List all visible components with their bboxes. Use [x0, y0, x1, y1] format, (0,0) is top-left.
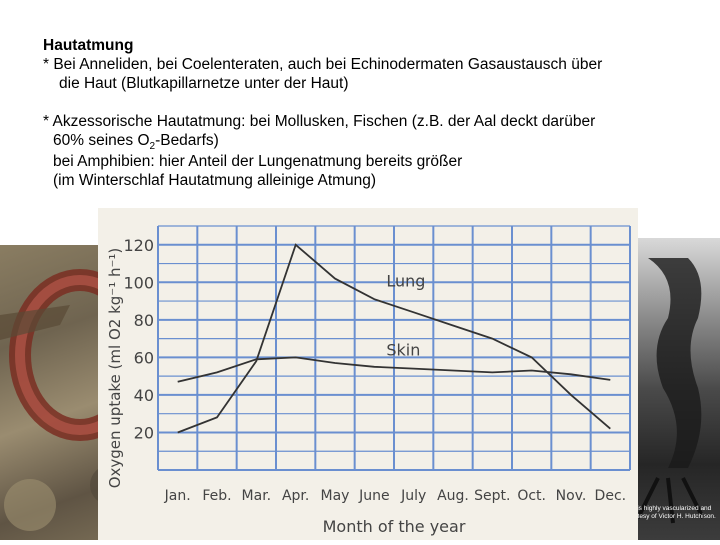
series-label-lung: Lung [386, 271, 425, 290]
slide-title: Hautatmung [43, 37, 134, 54]
y-tick-label: 120 [123, 236, 154, 255]
x-tick-label: Oct. [517, 488, 546, 504]
x-tick-label: Mar. [242, 488, 272, 504]
x-tick-label: Sept. [474, 488, 510, 504]
y-axis-label: Oxygen uptake (ml O2 kg⁻¹ h⁻¹) [106, 248, 124, 489]
chart-labels: 20 40 60 80 100 120 Jan. Feb. Mar. Apr. May June Jul… [106, 236, 626, 536]
x-tick-label: Nov. [556, 488, 587, 504]
series-line-lung [177, 243, 611, 434]
x-tick-label: June [358, 488, 390, 504]
x-tick-label: Aug. [437, 488, 469, 504]
y-tick-label: 20 [134, 423, 154, 442]
oxygen-uptake-chart: 20 40 60 80 100 120 Jan. Feb. Mar. Apr. May June Jul… [98, 208, 638, 540]
series-label-skin: Skin [386, 341, 420, 360]
chart-grid [157, 225, 631, 471]
y-tick-label: 60 [134, 348, 154, 367]
y-tick-label: 40 [134, 386, 154, 405]
y-tick-label: 100 [123, 273, 154, 292]
frog-photo-caption: ... is highly vascularized and ...rtesy … [630, 505, 716, 520]
y-tick-label: 80 [134, 311, 154, 330]
slide-text: Hautatmung * Bei Anneliden, bei Coelente… [43, 36, 713, 190]
x-tick-label: July [400, 488, 426, 504]
x-tick-label: Apr. [282, 488, 309, 504]
bullet-1-line-2: die Haut (Blutkapillarnetze unter der Ha… [59, 75, 349, 92]
x-tick-label: Feb. [202, 488, 231, 504]
bullet-2-line-1: * Akzessorische Hautatmung: bei Molluske… [43, 113, 596, 130]
frog-photo [628, 238, 720, 540]
bullet-1-line-1: * Bei Anneliden, bei Coelenteraten, auch… [43, 56, 603, 73]
series-line-skin [177, 356, 611, 383]
chart-lines [177, 243, 611, 434]
bullet-2-line-3: bei Amphibien: hier Anteil der Lungenatm… [53, 153, 463, 170]
chart-svg: 20 40 60 80 100 120 Jan. Feb. Mar. Apr. May June Jul… [106, 225, 631, 536]
x-tick-label: Jan. [164, 488, 191, 504]
x-tick-label: Dec. [595, 488, 627, 504]
x-tick-label: May [321, 488, 350, 504]
x-axis-label: Month of the year [323, 517, 466, 536]
bullet-2-line-2: 60% seines O2-Bedarfs) [53, 132, 219, 152]
bullet-2-line-4: (im Winterschlaf Hautatmung alleinige At… [53, 172, 377, 189]
